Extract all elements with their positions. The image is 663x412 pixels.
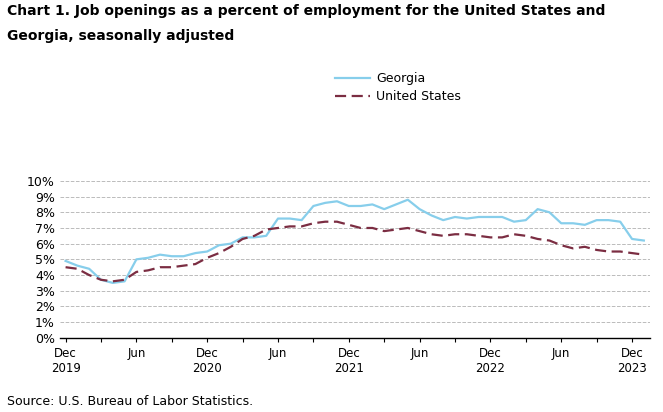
Text: Georgia, seasonally adjusted: Georgia, seasonally adjusted (7, 29, 234, 43)
Legend: Georgia, United States: Georgia, United States (335, 72, 461, 103)
Text: Chart 1. Job openings as a percent of employment for the United States and: Chart 1. Job openings as a percent of em… (7, 4, 605, 18)
Text: Source: U.S. Bureau of Labor Statistics.: Source: U.S. Bureau of Labor Statistics. (7, 395, 253, 408)
